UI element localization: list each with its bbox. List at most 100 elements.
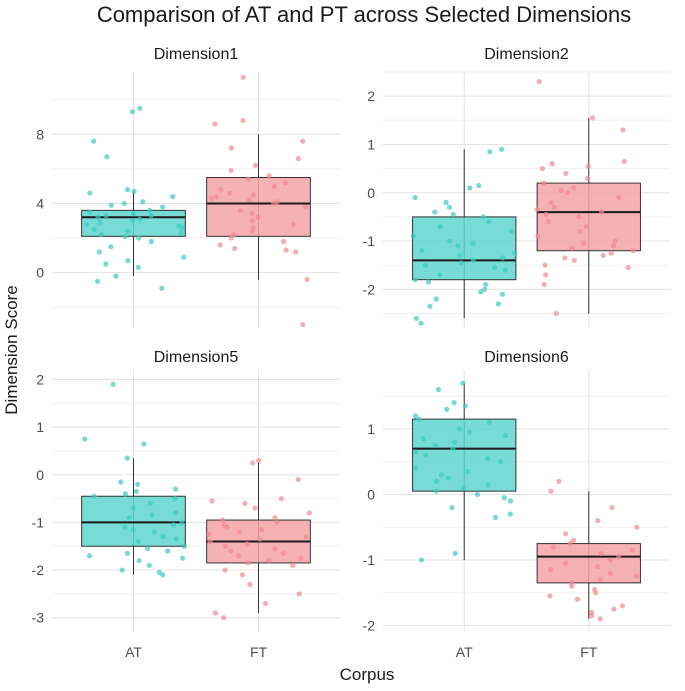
data-point-ft xyxy=(574,596,581,602)
data-point-at xyxy=(500,255,506,261)
data-point-at xyxy=(423,452,429,458)
data-point-at xyxy=(443,199,449,206)
data-point-at xyxy=(420,436,426,442)
data-point-at xyxy=(451,439,457,445)
data-point-at xyxy=(130,526,136,533)
y-tick-label: -1 xyxy=(363,233,376,249)
data-point-ft xyxy=(534,207,540,213)
data-point-at xyxy=(82,436,88,442)
data-point-at xyxy=(165,548,171,554)
data-point-ft xyxy=(237,207,243,213)
data-point-at xyxy=(478,289,484,295)
facet-title: Dimension6 xyxy=(484,349,569,366)
data-point-at xyxy=(122,233,128,239)
x-tick-label: AT xyxy=(456,644,473,660)
data-point-ft xyxy=(611,606,617,612)
data-point-ft xyxy=(547,593,553,599)
data-point-ft xyxy=(271,183,277,189)
y-tick-label: -1 xyxy=(363,552,376,568)
data-point-at xyxy=(467,185,473,191)
y-tick-label: -2 xyxy=(32,562,45,578)
data-point-ft xyxy=(252,505,258,511)
data-point-at xyxy=(482,286,488,292)
data-point-at xyxy=(450,211,456,218)
data-point-at xyxy=(458,260,464,266)
data-point-at xyxy=(144,546,151,552)
data-point-at xyxy=(437,272,443,278)
data-point-at xyxy=(119,567,125,573)
data-point-ft xyxy=(583,223,590,230)
facet-title: Dimension2 xyxy=(484,46,569,63)
x-tick-label: FT xyxy=(250,644,268,660)
data-point-ft xyxy=(208,195,215,201)
data-point-ft xyxy=(245,176,251,182)
data-point-ft xyxy=(246,197,252,203)
data-point-at xyxy=(173,486,179,492)
data-point-at xyxy=(148,238,154,245)
data-point-at xyxy=(502,432,509,439)
data-point-ft xyxy=(249,211,255,217)
data-point-at xyxy=(108,202,114,208)
data-point-at xyxy=(181,254,187,260)
data-point-ft xyxy=(250,192,256,198)
data-point-at xyxy=(136,235,142,241)
data-point-ft xyxy=(595,563,601,570)
data-point-ft xyxy=(235,553,241,559)
data-point-ft xyxy=(228,548,234,554)
data-point-ft xyxy=(629,547,635,553)
y-tick-label: 1 xyxy=(367,421,375,437)
data-point-ft xyxy=(245,560,251,566)
facet-title: Dimension5 xyxy=(154,349,239,366)
y-tick-label: 2 xyxy=(36,372,44,388)
data-point-at xyxy=(507,511,513,517)
data-point-at xyxy=(108,244,114,250)
data-point-ft xyxy=(257,536,263,542)
data-point-at xyxy=(146,562,152,568)
data-point-ft xyxy=(584,175,591,181)
data-point-ft xyxy=(213,193,219,200)
data-point-ft xyxy=(545,219,551,225)
data-point-at xyxy=(498,146,505,152)
data-point-at xyxy=(433,478,440,484)
data-point-at xyxy=(449,504,455,511)
data-point-ft xyxy=(239,572,245,578)
data-point-at xyxy=(172,496,178,502)
data-point-at xyxy=(135,481,141,487)
data-point-ft xyxy=(271,200,277,207)
data-point-at xyxy=(486,219,492,225)
data-point-ft xyxy=(634,524,640,530)
data-point-ft xyxy=(548,199,554,206)
data-point-ft xyxy=(303,534,309,540)
data-point-ft xyxy=(300,321,306,328)
data-point-ft xyxy=(266,557,272,564)
data-point-at xyxy=(136,557,142,564)
data-point-at xyxy=(425,279,432,285)
data-point-at xyxy=(87,209,93,215)
data-point-ft xyxy=(212,610,219,616)
data-point-ft xyxy=(207,538,213,545)
data-point-at xyxy=(462,403,468,409)
data-point-ft xyxy=(303,204,309,210)
data-point-at xyxy=(151,529,158,535)
y-tick-label: -2 xyxy=(363,281,376,297)
data-point-ft xyxy=(255,214,261,220)
data-point-at xyxy=(110,381,116,387)
data-point-ft xyxy=(242,500,248,506)
panel-dimension6: -2 -1 0 1 Dimension6 xyxy=(363,349,670,633)
data-point-at xyxy=(497,459,504,465)
data-point-ft xyxy=(236,529,242,535)
data-point-ft xyxy=(571,185,577,191)
data-point-ft xyxy=(549,161,555,167)
data-point-ft xyxy=(598,209,605,215)
data-point-ft xyxy=(536,79,542,85)
data-point-at xyxy=(447,238,453,244)
data-point-ft xyxy=(274,519,280,526)
data-point-ft xyxy=(298,555,304,561)
data-point-at xyxy=(438,472,444,478)
data-point-at xyxy=(141,441,147,447)
data-point-at xyxy=(485,482,491,488)
data-point-at xyxy=(451,400,457,406)
data-point-at xyxy=(94,278,101,284)
box-ft xyxy=(536,182,641,252)
data-point-ft xyxy=(565,190,571,196)
